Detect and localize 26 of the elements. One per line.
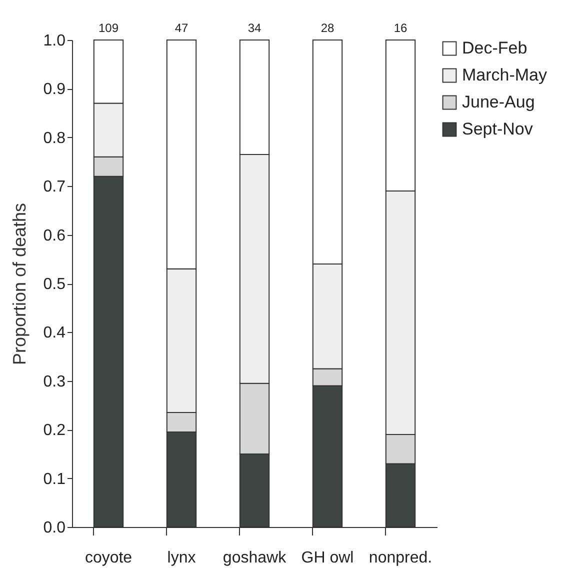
y-tick-label: 0.9 (43, 81, 66, 98)
annotation: 109 (98, 21, 119, 35)
x-tick-label: coyote (84, 550, 132, 566)
y-tick-label: 0.0 (43, 520, 66, 536)
legend-label: June-Aug (462, 92, 535, 112)
x-tick-label: lynx (167, 550, 196, 566)
y-tick-label: 1.0 (43, 32, 66, 50)
legend-label: Sept-Nov (462, 120, 534, 138)
y-tick-label: 0.3 (43, 373, 66, 390)
annotation: 28 (320, 21, 334, 35)
y-tick-label: 0.8 (43, 130, 66, 147)
annotation: 34 (248, 21, 262, 35)
y-tick-label: 0.1 (43, 470, 66, 488)
annotation: 47 (174, 21, 188, 35)
legend-label: Dec-Feb (462, 38, 528, 58)
annotation: 16 (394, 21, 408, 35)
x-tick-label: goshawk (222, 550, 288, 566)
y-tick-label: 0.2 (43, 422, 66, 440)
y-tick-label: 0.6 (43, 227, 66, 244)
y-axis-title: Proportion of deaths (9, 202, 30, 366)
y-tick-label: 0.4 (43, 324, 66, 342)
y-tick-label: 0.5 (43, 276, 66, 293)
legend-label: March-May (462, 66, 548, 84)
x-tick-label: GH owl (301, 550, 354, 566)
x-tick-label: nonpred. (368, 550, 432, 566)
y-tick-label: 0.7 (43, 178, 66, 196)
